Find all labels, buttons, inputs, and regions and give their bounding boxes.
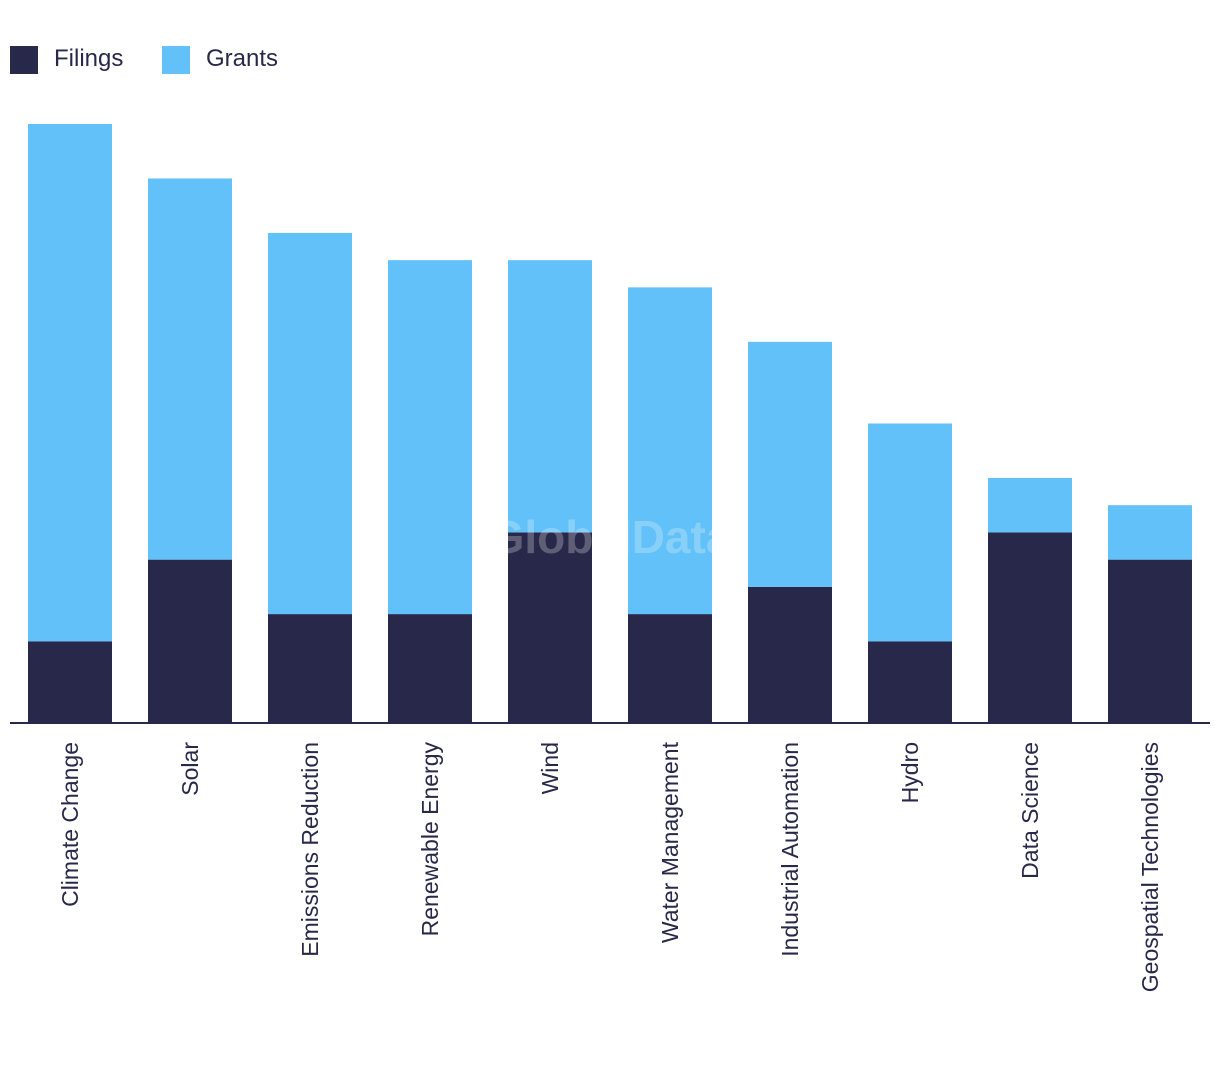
legend-item-grants[interactable]: Grants — [162, 45, 278, 74]
bar-data-science-grants[interactable] — [988, 477, 1072, 533]
bar-industrial-automation-grants[interactable] — [748, 341, 832, 587]
x-tick-label-water-management: Water Management — [657, 741, 683, 943]
legend: Filings Grants — [10, 45, 278, 74]
x-tick-label-wind: Wind — [537, 742, 563, 794]
bar-wind-grants[interactable] — [508, 260, 592, 533]
x-tick-label-data-science: Data Science — [1017, 742, 1043, 879]
bar-climate-change-filings[interactable] — [28, 641, 112, 723]
x-tick-label-renewable-energy: Renewable Energy — [417, 742, 443, 937]
bars-group — [28, 124, 1192, 723]
legend-label-filings: Filings — [54, 45, 123, 72]
watermark-text: GlobalData — [489, 511, 732, 563]
x-tick-label-geospatial-technologies: Geospatial Technologies — [1137, 742, 1163, 992]
x-tick-label-emissions-reduction: Emissions Reduction — [297, 742, 323, 957]
bar-water-management-grants[interactable] — [628, 287, 712, 615]
bar-renewable-energy-grants[interactable] — [388, 260, 472, 615]
x-tick-label-climate-change: Climate Change — [57, 742, 83, 907]
legend-swatch-filings — [10, 46, 38, 74]
bar-hydro-grants[interactable] — [868, 423, 952, 642]
bar-climate-change-grants[interactable] — [28, 124, 112, 642]
bar-data-science-filings[interactable] — [988, 532, 1072, 723]
bar-water-management-filings[interactable] — [628, 614, 712, 723]
bar-hydro-filings[interactable] — [868, 641, 952, 723]
x-tick-label-hydro: Hydro — [897, 742, 923, 803]
bar-geospatial-technologies-grants[interactable] — [1108, 505, 1192, 560]
bar-solar-grants[interactable] — [148, 178, 232, 560]
category-labels: Climate Change Solar Emissions Reduction Re… — [57, 741, 1163, 992]
bar-wind-filings[interactable] — [508, 532, 592, 723]
bar-solar-filings[interactable] — [148, 559, 232, 723]
legend-label-grants: Grants — [206, 45, 278, 72]
bar-emissions-reduction-grants[interactable] — [268, 232, 352, 615]
legend-swatch-grants — [162, 46, 190, 74]
x-tick-label-solar: Solar — [177, 742, 203, 796]
x-tick-label-industrial-automation: Industrial Automation — [777, 742, 803, 957]
legend-item-filings[interactable]: Filings — [10, 45, 123, 74]
bar-emissions-reduction-filings[interactable] — [268, 614, 352, 723]
bar-industrial-automation-filings[interactable] — [748, 586, 832, 723]
bar-geospatial-technologies-filings[interactable] — [1108, 559, 1192, 723]
bar-renewable-energy-filings[interactable] — [388, 614, 472, 723]
